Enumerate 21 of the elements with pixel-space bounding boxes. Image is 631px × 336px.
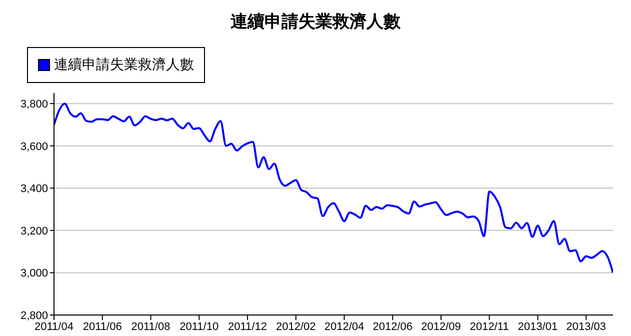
- x-tick-label: 2011/08: [131, 320, 170, 333]
- y-tick-label: 3,400: [20, 183, 48, 196]
- y-tick-label: 3,000: [20, 268, 48, 280]
- x-tick-label: 2011/10: [180, 320, 219, 333]
- y-tick-label: 3,600: [20, 140, 48, 153]
- x-tick-label: 2012/02: [276, 320, 316, 333]
- y-tick-label: 3,200: [20, 225, 48, 238]
- x-tick-label: 2012/09: [421, 320, 461, 333]
- legend-label: 連續申請失業救濟人數: [54, 56, 194, 74]
- x-tick-label: 2011/12: [228, 320, 267, 333]
- x-tick-label: 2011/06: [82, 320, 122, 333]
- x-tick-label: 2012/04: [324, 320, 364, 333]
- line-series: [54, 102, 613, 274]
- y-tick-label: 3,800: [20, 98, 48, 110]
- x-tick-label: 2013/03: [566, 320, 606, 333]
- x-tick-label: 2012/06: [372, 320, 413, 333]
- x-tick-label: 2012/11: [470, 320, 509, 333]
- x-tick-label: 2013/01: [518, 320, 558, 333]
- x-tick-label: 2011/04: [34, 320, 74, 333]
- y-tick-label: 2,800: [20, 310, 48, 322]
- chart-title: 連續申請失業救濟人數: [230, 11, 402, 33]
